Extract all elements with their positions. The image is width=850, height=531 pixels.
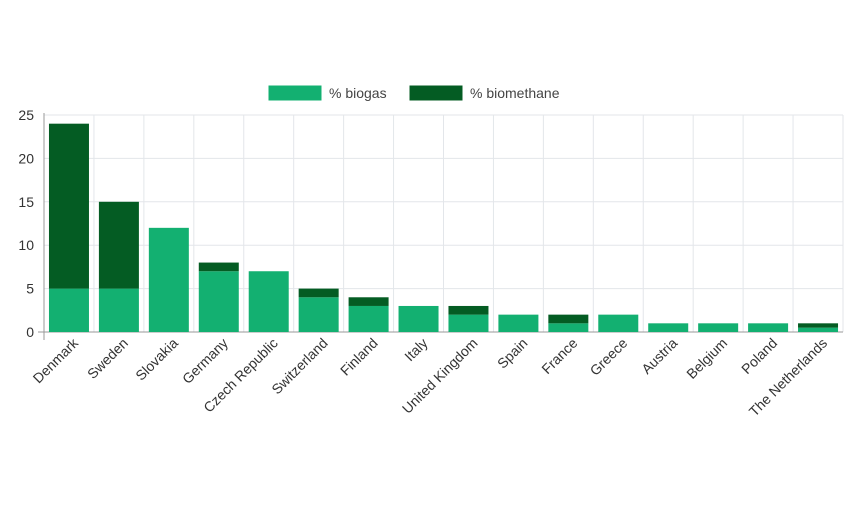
- bar-biogas: [598, 314, 639, 332]
- x-tick-label: Germany: [179, 335, 231, 387]
- x-tick-label: Italy: [401, 335, 430, 364]
- legend-label-biomethane: % biomethane: [470, 85, 560, 101]
- bar-biogas: [398, 305, 439, 332]
- x-tick-label: Denmark: [30, 334, 82, 386]
- bar-biomethane: [798, 323, 839, 328]
- bar-biogas: [748, 323, 789, 332]
- x-tick-label: Austria: [638, 335, 680, 377]
- y-tick-labels: 0 5 10 15 20 25: [18, 107, 34, 340]
- bar-biomethane: [348, 297, 389, 306]
- bar-biogas: [148, 227, 189, 332]
- bar-biogas: [698, 323, 739, 332]
- x-tick-label: Poland: [738, 335, 780, 377]
- bar-biogas: [798, 327, 839, 332]
- bars: [48, 123, 839, 332]
- legend-label-biogas: % biogas: [329, 85, 387, 101]
- bar-biomethane: [98, 201, 139, 289]
- bar-biogas: [298, 297, 339, 332]
- x-tick-label: Belgium: [683, 335, 730, 382]
- x-tick-label: France: [538, 335, 580, 377]
- bar-biogas: [98, 288, 139, 332]
- legend: % biogas % biomethane: [267, 84, 560, 102]
- bar-biomethane: [198, 262, 239, 272]
- bar-biogas: [198, 271, 239, 332]
- y-tick-label: 25: [18, 107, 34, 123]
- x-tick-label: Greece: [587, 335, 631, 379]
- y-tick-label: 10: [18, 237, 34, 253]
- bar-biomethane: [548, 314, 589, 324]
- bar-biogas: [248, 271, 289, 332]
- y-tick-label: 15: [18, 194, 34, 210]
- x-tick-label: Finland: [337, 335, 381, 379]
- bar-biogas: [348, 305, 389, 332]
- bar-biomethane: [448, 305, 489, 315]
- bar-biomethane: [48, 123, 89, 289]
- y-tick-label: 0: [26, 324, 34, 340]
- bar-biogas: [48, 288, 89, 332]
- y-tick-label: 20: [18, 150, 34, 166]
- x-tick-label: Slovakia: [132, 335, 181, 384]
- x-tick-label: Sweden: [84, 335, 131, 382]
- bar-biogas: [448, 314, 489, 332]
- bar-biogas: [498, 314, 539, 332]
- bar-biogas: [648, 323, 689, 332]
- legend-swatch-biogas[interactable]: [267, 84, 323, 102]
- bar-biomethane: [298, 288, 339, 298]
- legend-swatch-biomethane[interactable]: [408, 84, 464, 102]
- y-tick-label: 5: [26, 281, 34, 297]
- grid-lines: [44, 114, 844, 332]
- x-tick-label: Spain: [494, 335, 531, 372]
- bar-biogas: [548, 323, 589, 332]
